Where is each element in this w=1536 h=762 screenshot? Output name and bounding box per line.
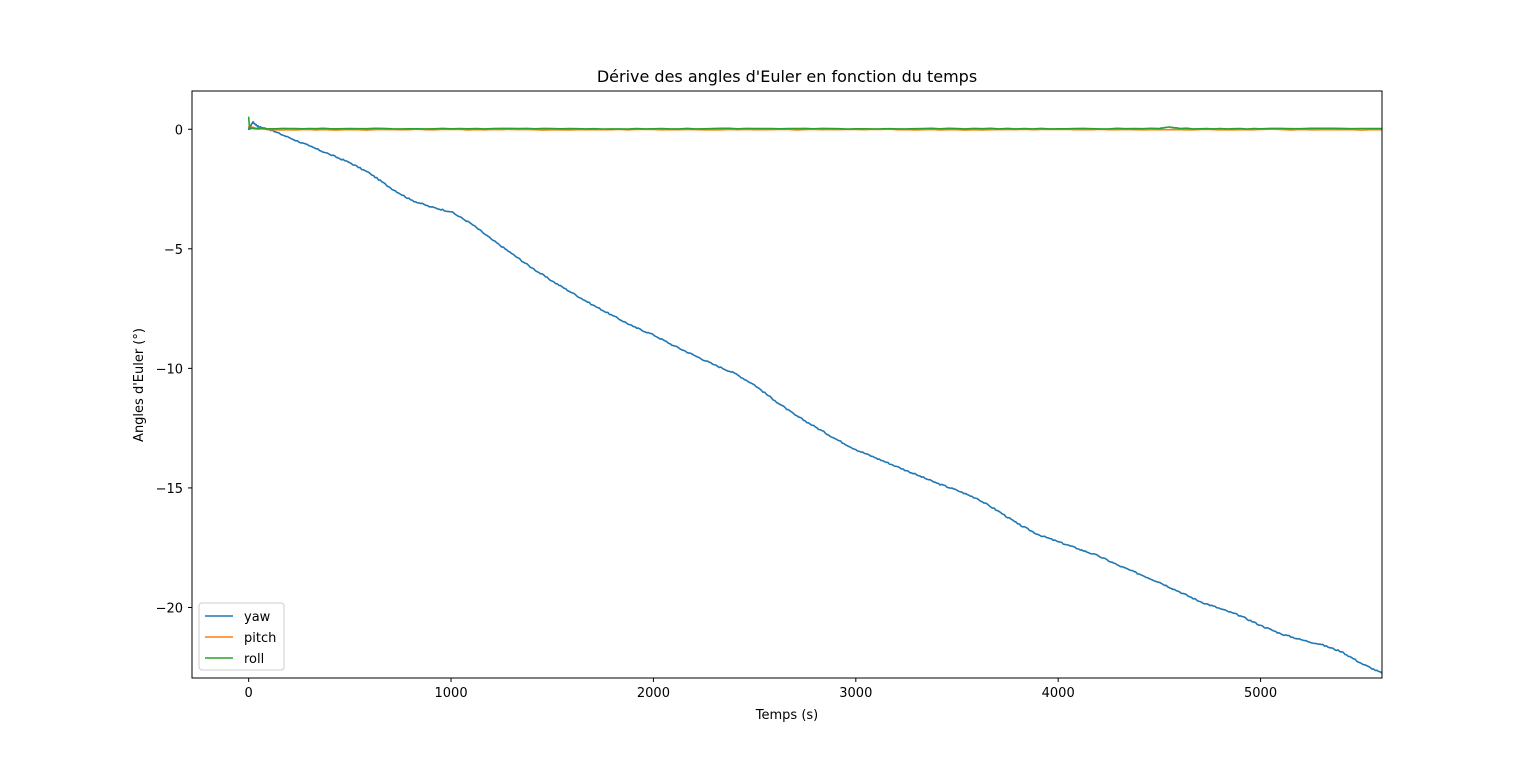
x-axis-ticks: 0 1000 2000 3000 4000 5000 [245,678,1277,701]
x-tick-label: 3000 [839,686,872,701]
plot-frame [191,90,1383,679]
x-axis-label: Temps (s) [755,708,818,723]
y-tick-label: 0 [175,123,183,138]
y-axis-ticks: 0 −5 −10 −15 −20 [156,123,192,616]
x-tick-label: 5000 [1244,686,1277,701]
series-line-yaw [247,121,1382,675]
x-tick-label: 2000 [637,686,670,701]
chart-title: Dérive des angles d'Euler en fonction du… [597,67,977,86]
legend-label-roll: roll [244,652,264,667]
y-tick-label: −5 [164,243,183,258]
legend-label-yaw: yaw [244,610,271,625]
legend: yaw pitch roll [198,602,285,671]
x-tick-label: 0 [245,686,253,701]
x-tick-label: 1000 [435,686,468,701]
y-tick-label: −20 [156,601,183,616]
series-line-pitch [247,126,1382,131]
x-tick-label: 4000 [1042,686,1075,701]
y-axis-label: Angles d'Euler (°) [132,328,147,442]
legend-box [198,602,285,671]
series-line-roll [247,116,1382,131]
y-tick-label: −10 [156,362,183,377]
series-layer [247,116,1382,675]
legend-label-pitch: pitch [244,631,276,646]
y-tick-label: −15 [156,482,183,497]
